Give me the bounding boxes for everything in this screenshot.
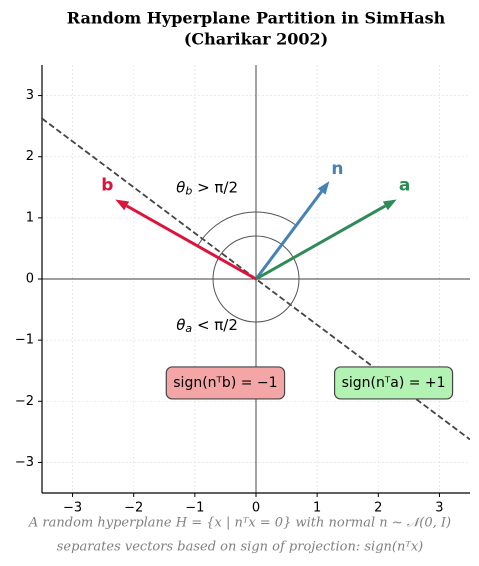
sign-box: sign(nᵀb) = −1 — [165, 366, 286, 400]
y-tick-label: 0 — [26, 272, 34, 287]
y-tick-label: −3 — [15, 455, 34, 470]
y-tick-label: 3 — [26, 88, 34, 103]
sign-box-bg — [165, 366, 286, 400]
vector-label: b — [101, 176, 113, 196]
sign-box-bg — [333, 366, 454, 400]
y-tick-label: 2 — [26, 149, 34, 164]
vector-label: n — [331, 159, 343, 179]
angle-symbol: θ — [176, 178, 185, 196]
sign-box-text: sign(nᵀb) = −1 — [173, 375, 277, 391]
angle-rest: > π/2 — [192, 178, 238, 196]
angle-arc — [212, 235, 300, 323]
vector-head — [382, 199, 397, 211]
chart-title: Random Hyperplane Partition in SimHash — [67, 9, 446, 28]
x-tick-label: −2 — [124, 501, 143, 516]
angle-label: θa < π/2 — [176, 315, 238, 335]
vector-label: a — [399, 176, 410, 196]
angle-sub: a — [185, 322, 192, 335]
vector-head — [115, 199, 130, 211]
angle-symbol: θ — [176, 315, 185, 333]
angle-label: θb > π/2 — [176, 178, 238, 198]
angle-sub: b — [185, 184, 192, 197]
caption: separates vectors based on sign of proje… — [57, 540, 423, 555]
x-tick-label: −3 — [63, 501, 82, 516]
angle-rest: < π/2 — [192, 315, 238, 333]
vector-shaft — [254, 190, 323, 280]
sign-box: sign(nᵀa) = +1 — [333, 366, 454, 400]
x-tick-label: 2 — [374, 501, 382, 516]
sign-box-text: sign(nᵀa) = +1 — [342, 375, 446, 391]
y-tick-label: −1 — [15, 333, 34, 348]
x-tick-label: 0 — [252, 501, 260, 516]
vector-shaft — [125, 204, 257, 281]
angle-arc — [197, 211, 297, 247]
y-tick-label: −2 — [15, 394, 34, 409]
vector-shaft — [255, 204, 387, 281]
caption: A random hyperplane H = {x | nᵀx = 0} wi… — [28, 516, 451, 531]
chart-title: (Charikar 2002) — [184, 30, 328, 49]
x-tick-label: −1 — [185, 501, 204, 516]
y-tick-label: 1 — [26, 210, 34, 225]
vector-head — [317, 181, 330, 195]
x-tick-label: 3 — [435, 501, 443, 516]
x-tick-label: 1 — [313, 501, 321, 516]
